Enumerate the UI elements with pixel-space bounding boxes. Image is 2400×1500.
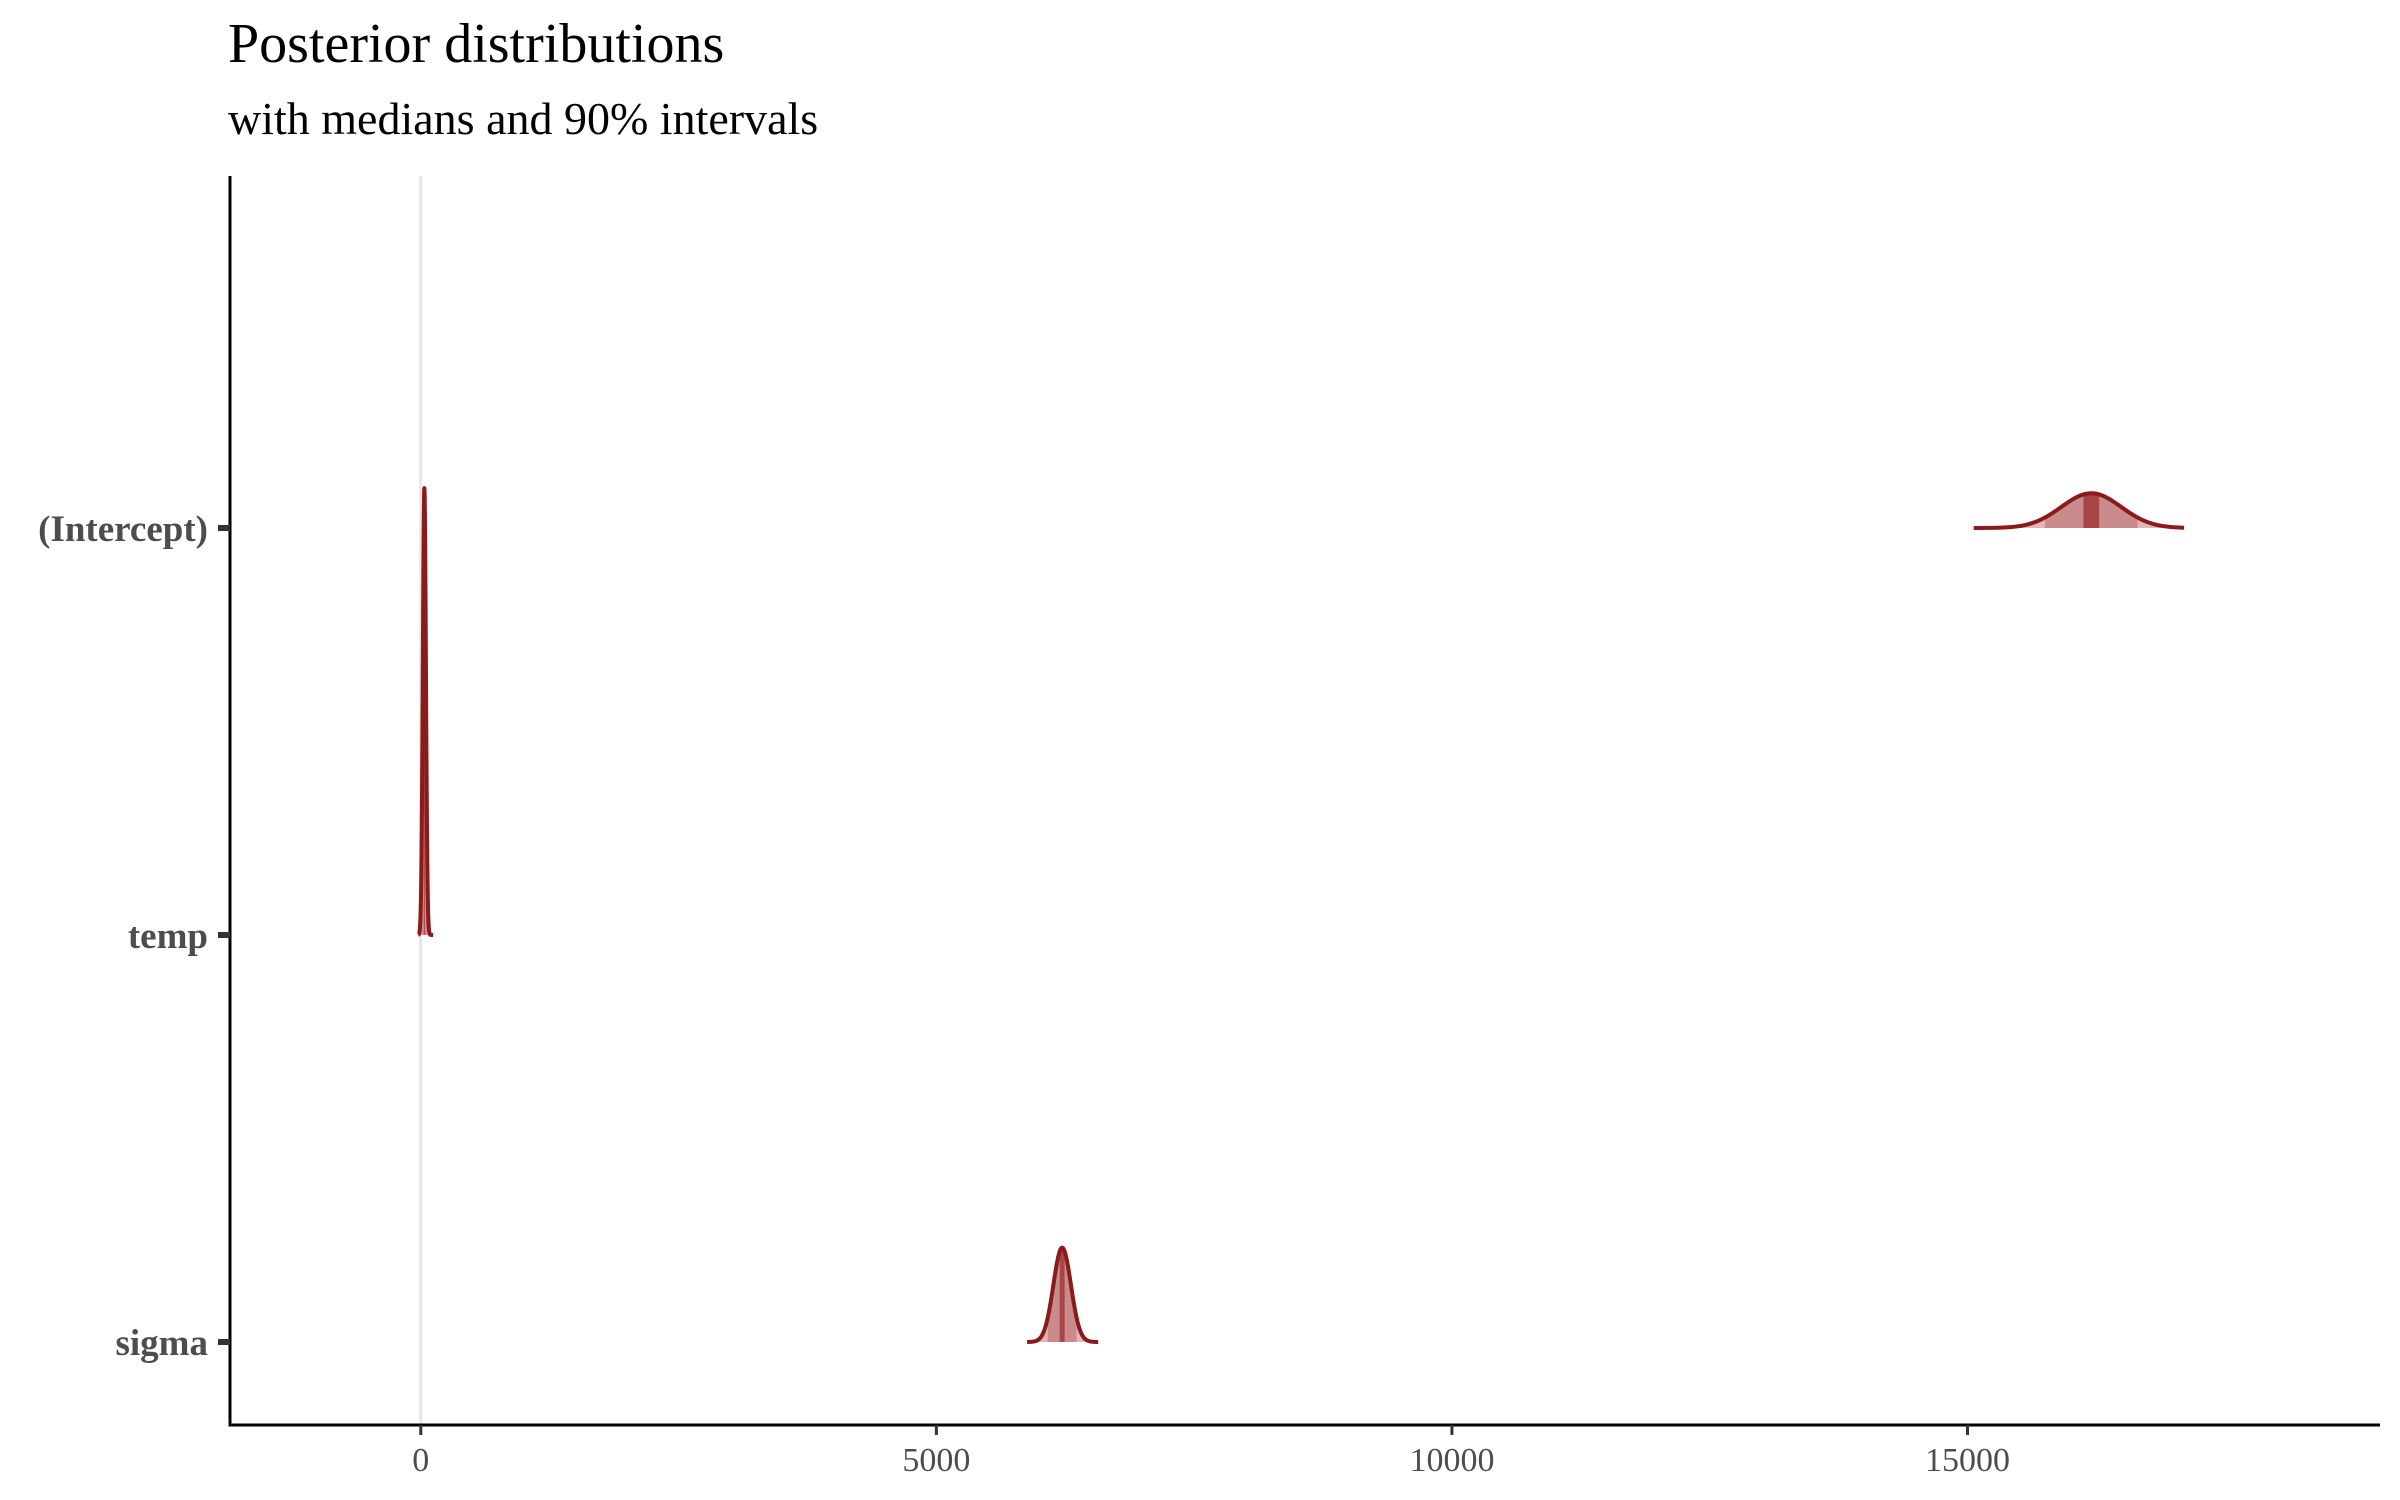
y-tick-label-sigma: sigma — [116, 1323, 209, 1364]
density-sigma-outline — [1025, 1245, 1101, 1344]
y-tick-label-temp: temp — [128, 916, 208, 957]
y-tick-label-intercept: (Intercept) — [38, 509, 208, 550]
density-sigma — [1025, 1245, 1101, 1344]
density-sigma-median — [1059, 1247, 1065, 1342]
density-temp-outline — [416, 486, 436, 937]
density-intercept-outline — [1972, 491, 2186, 530]
axes-layer — [228, 176, 2380, 1427]
chart-title: Posterior distributions — [228, 13, 725, 75]
x-ticks-layer: 0 5000 10000 15000 — [412, 1425, 2010, 1479]
x-tick-label-5000: 5000 — [902, 1442, 970, 1479]
x-tick-label-0: 0 — [412, 1442, 429, 1479]
density-ridges-layer — [416, 486, 2186, 1344]
density-temp — [416, 486, 436, 937]
chart-subtitle: with medians and 90% intervals — [228, 93, 819, 144]
density-intercept — [1972, 491, 2186, 530]
y-ticks-layer: (Intercept) temp sigma — [38, 509, 230, 1364]
x-tick-label-15000: 15000 — [1925, 1442, 2010, 1479]
density-intercept-median — [2083, 493, 2100, 528]
x-tick-label-10000: 10000 — [1409, 1442, 1494, 1479]
